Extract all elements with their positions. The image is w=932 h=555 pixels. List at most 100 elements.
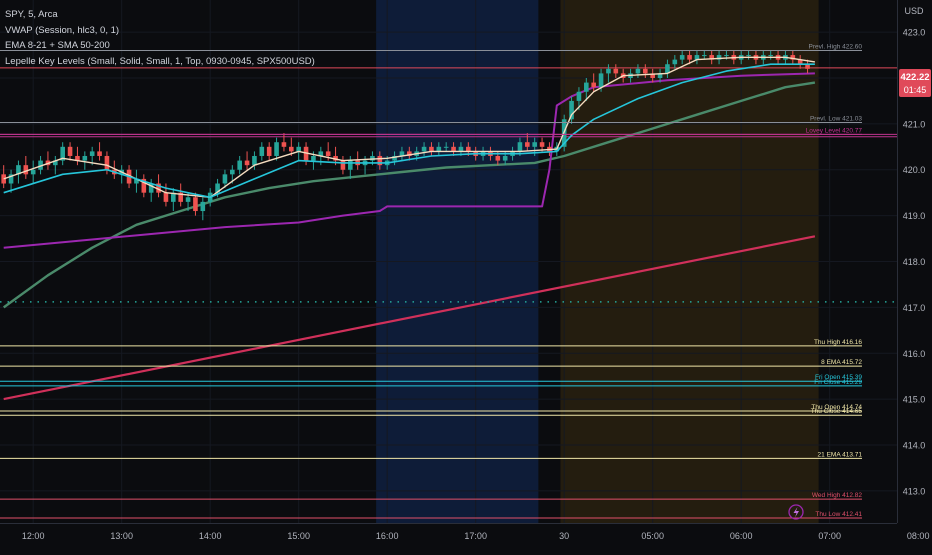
indicator-ema-8	[3, 56, 816, 198]
key-level-label: Prevl. High 422.60	[809, 43, 863, 50]
indicator-sma-200	[3, 235, 816, 401]
candle	[709, 50, 714, 65]
candle	[244, 151, 250, 170]
symbol-label[interactable]: SPY, 5, Arca	[5, 9, 58, 20]
x-tick-label: 17:00	[464, 531, 487, 541]
candle	[451, 142, 456, 156]
candle	[377, 151, 383, 170]
key-level-label: Prevl. Low 421.03	[810, 115, 862, 122]
candle	[134, 169, 139, 193]
candle	[687, 50, 692, 65]
candle	[171, 188, 176, 212]
candle	[635, 64, 641, 78]
key-level-label: Thu High 416.16	[814, 339, 862, 346]
y-tick-label: 420.0	[903, 165, 926, 175]
x-tick-label: 13:00	[110, 531, 133, 541]
last-price-value: 422.22	[900, 72, 929, 83]
key-level-label: Thu Close 414.65	[811, 408, 863, 415]
candle	[746, 50, 751, 60]
key-level-label: Thu Open 414.74	[811, 404, 862, 411]
candle	[539, 137, 545, 152]
vwap-indicator-label[interactable]: VWAP (Session, hlc3, 0, 1)	[5, 24, 120, 36]
candle	[694, 50, 700, 65]
candle	[60, 142, 65, 166]
candle	[53, 155, 58, 175]
candle	[8, 169, 14, 193]
x-tick-label: 30	[559, 531, 569, 541]
x-tick-label: 15:00	[287, 531, 310, 541]
candle	[200, 197, 206, 221]
x-tick-label: 12:00	[22, 531, 45, 541]
candle	[768, 50, 773, 60]
candle	[266, 142, 272, 161]
candle	[429, 142, 434, 156]
key-level-label: Thu Low 412.41	[815, 511, 862, 518]
x-tick-label: 08:00	[907, 531, 930, 541]
candle	[237, 155, 242, 175]
y-tick-label: 418.0	[903, 257, 926, 267]
candle	[650, 68, 655, 83]
candle	[289, 137, 294, 156]
candle	[672, 55, 678, 69]
x-tick-label: 05:00	[641, 531, 664, 541]
ema-sma-indicator-label[interactable]: EMA 8-21 + SMA 50-200	[5, 40, 110, 51]
candle	[1, 165, 6, 189]
candle	[97, 142, 102, 161]
candle	[348, 155, 353, 179]
candle	[665, 59, 670, 78]
x-tick-label: 07:00	[818, 531, 841, 541]
candle	[274, 137, 279, 161]
indicator-vwap	[3, 72, 815, 249]
candle	[340, 155, 346, 175]
bar-countdown: 01:45	[904, 85, 927, 95]
candle	[23, 155, 29, 179]
candle	[185, 192, 191, 212]
candle	[443, 142, 449, 152]
candle	[805, 59, 810, 74]
candle	[613, 64, 619, 78]
key-level-label: Lovey Level 420.77	[806, 127, 863, 134]
y-tick-label: 421.0	[903, 119, 926, 129]
candle	[89, 146, 95, 166]
candle	[281, 133, 287, 152]
key-level-label: 8 EMA 415.72	[821, 359, 862, 366]
key-level-label: Fri Close 415.29	[814, 379, 862, 386]
y-tick-label: 417.0	[903, 303, 926, 313]
candle	[67, 142, 73, 161]
candle	[392, 151, 397, 166]
candle	[178, 183, 183, 207]
candle	[45, 151, 51, 170]
x-tick-label: 06:00	[730, 531, 753, 541]
x-tick-label: 16:00	[376, 531, 399, 541]
candle	[141, 174, 147, 198]
y-tick-label: 413.0	[903, 486, 926, 496]
indicator-ema-21	[3, 63, 815, 199]
y-tick-label: 419.0	[903, 211, 926, 221]
candle	[525, 133, 530, 152]
y-tick-label: 416.0	[903, 349, 926, 359]
candle	[259, 142, 265, 161]
lightning-bolt-glyph	[793, 507, 799, 518]
lightning-icon[interactable]	[788, 504, 804, 520]
candle	[657, 68, 663, 83]
y-tick-label: 415.0	[903, 395, 926, 405]
candle	[222, 169, 228, 189]
candle	[252, 151, 257, 170]
candle	[30, 160, 36, 184]
candle	[790, 50, 796, 65]
y-tick-label: 414.0	[903, 441, 926, 451]
candle	[797, 55, 803, 69]
candle	[606, 64, 611, 83]
candle	[193, 192, 198, 216]
candle	[591, 73, 596, 92]
candle	[643, 64, 648, 78]
candle	[399, 146, 405, 161]
candle	[569, 96, 574, 124]
candle	[75, 146, 80, 166]
key-levels-indicator-label[interactable]: Lepelle Key Levels (Small, Solid, Small,…	[5, 55, 315, 67]
candle	[584, 77, 589, 101]
currency-label: USD	[904, 6, 924, 16]
candle	[82, 151, 88, 170]
